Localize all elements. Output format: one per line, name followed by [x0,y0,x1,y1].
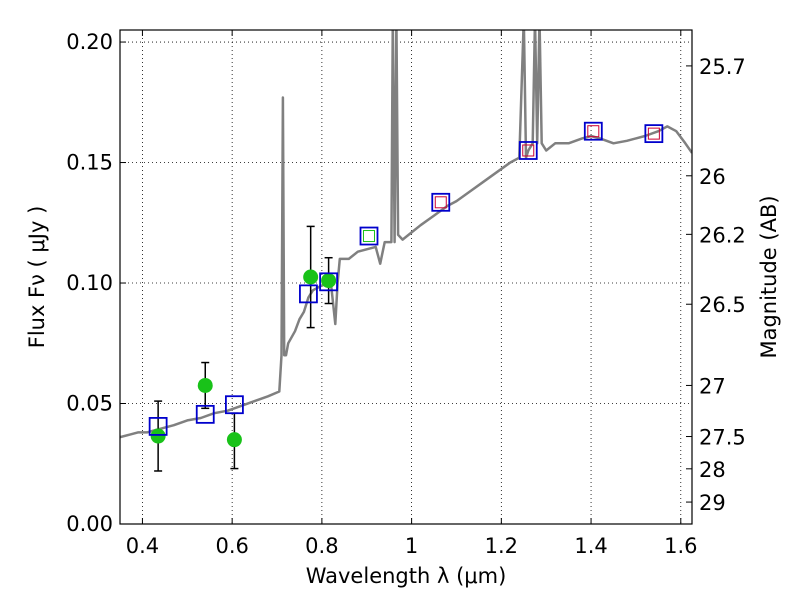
model-photometry-square [518,141,538,160]
y-tick-label: 0.10 [66,271,113,295]
x-tick-label: 0.6 [215,534,248,558]
plot-frame [119,29,693,525]
photometry-point [150,428,166,444]
y2-tick-label: 28 [699,458,726,482]
x-tick-label: 0.4 [126,534,159,558]
model-photometry-inner-square [522,144,535,157]
photometry-point [197,377,213,393]
axis-ticks [120,30,692,525]
y-tick-label: 0.05 [66,392,113,416]
y2-tick-label: 26 [699,165,726,189]
model-photometry-square [431,192,451,212]
x-tick-label: 0.8 [305,534,338,558]
grid [120,30,692,524]
model-photometry-square [195,404,215,424]
photometry-point [226,432,242,448]
model-photometry-square [319,272,339,292]
model-photometry-inner-square [362,230,375,243]
x-tick-label: 1.6 [664,534,697,558]
y-tick-label: 0.20 [66,30,113,54]
y2-axis-label: Magnitude (AB) [757,195,781,358]
model-photometry-square [148,417,168,436]
x-tick-label: 1.2 [485,534,518,558]
model-photometry-inner-square [587,125,600,138]
y-tick-label: 0.00 [66,512,113,536]
model-photometry-square [644,124,664,144]
y2-tick-label: 27.5 [699,426,746,450]
model-photometry-inner-square [434,196,447,209]
tick-labels: 0.4 0.6 0.8 1 1.2 1.4 1.6 0.00 0.05 0.10 0.15 0.20 2… [66,30,746,558]
y2-tick-label: 25.7 [699,55,746,79]
y-tick-label: 0.15 [66,151,113,175]
photometry-point [321,273,337,289]
photometry-point [303,269,319,285]
model-photometry-square [224,395,244,415]
model-spectrum-line [120,30,692,439]
model-photometry-inner-square [647,127,660,140]
y2-tick-label: 26.5 [699,293,746,317]
y2-tick-label: 29 [699,491,726,515]
x-axis-label: Wavelength λ (μm) [306,564,507,588]
model-photometry-square [583,121,603,141]
y2-tick-label: 27 [699,374,726,398]
model-photometry-square [359,226,379,246]
plot-area [120,30,692,472]
y-axis-label: Flux Fν ( μJy ) [25,206,49,349]
x-tick-label: 1.4 [574,534,607,558]
y2-tick-label: 26.2 [699,223,746,247]
model-photometry-square [299,284,318,304]
x-tick-label: 1 [405,534,418,558]
